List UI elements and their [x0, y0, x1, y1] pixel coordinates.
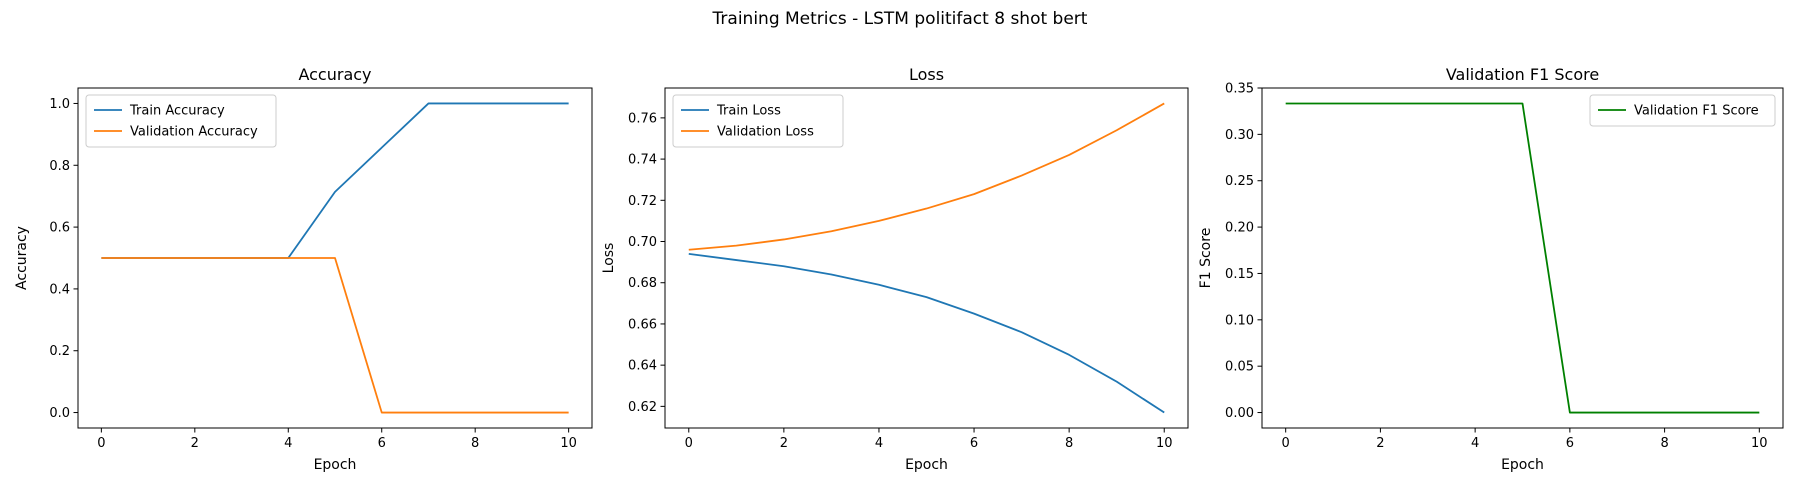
y-tick-label: 1.0 [49, 97, 70, 112]
x-tick-label: 10 [1751, 436, 1768, 451]
x-tick-label: 0 [685, 436, 693, 451]
y-axis-label: Loss [601, 243, 617, 274]
x-axis-label: Epoch [314, 457, 357, 473]
legend-label-2: Validation Accuracy [130, 125, 258, 140]
series-line-2 [688, 102, 1165, 251]
legend-label-1: Train Accuracy [129, 104, 225, 119]
y-tick-label: 0.25 [1225, 174, 1254, 189]
y-tick-label: 0.66 [628, 317, 657, 332]
x-tick-label: 2 [780, 436, 788, 451]
y-tick-label: 0.74 [628, 153, 657, 168]
y-tick-label: 0.8 [49, 159, 70, 174]
x-axis-label: Epoch [1501, 457, 1544, 473]
figure-suptitle: Training Metrics - LSTM politifact 8 sho… [712, 9, 1088, 29]
legend: Train Accuracy Validation Accuracy [85, 94, 277, 148]
y-tick-label: 0.20 [1225, 221, 1254, 236]
legend-frame [672, 94, 844, 148]
legend-frame [1589, 94, 1776, 127]
series-line-1 [1285, 102, 1760, 414]
y-tick-label: 0.2 [49, 344, 70, 359]
legend-label-1: Validation F1 Score [1634, 104, 1759, 119]
axes-title: Loss [909, 65, 944, 84]
legend: Validation F1 Score [1589, 94, 1776, 127]
x-tick-label: 6 [970, 436, 978, 451]
x-tick-label: 10 [1156, 436, 1173, 451]
axes-title: Validation F1 Score [1446, 65, 1599, 84]
x-tick-label: 2 [191, 436, 199, 451]
legend: Train Loss Validation Loss [672, 94, 844, 148]
y-tick-label: 0.4 [49, 282, 70, 297]
subplot-2: 0 2 4 6 8 10 0.62 0.64 0.66 0.68 0.70 0.72 0.74 0.76 L… [601, 65, 1189, 473]
y-tick-label: 0.00 [1225, 406, 1254, 421]
x-tick-label: 4 [1471, 436, 1479, 451]
series-line-2 [101, 257, 569, 414]
axes-frame [664, 87, 1189, 429]
axes-title: Accuracy [298, 65, 371, 84]
x-tick-label: 4 [284, 436, 292, 451]
subplot-3: 0 2 4 6 8 10 0.00 0.05 0.10 0.15 0.20 0.25 0.30 0.35 V… [1198, 65, 1784, 473]
y-tick-label: 0.6 [49, 221, 70, 236]
x-tick-label: 4 [875, 436, 883, 451]
y-tick-label: 0.05 [1225, 360, 1254, 375]
y-tick-label: 0.0 [49, 406, 70, 421]
y-tick-label: 0.64 [628, 359, 657, 374]
y-axis-label: Accuracy [14, 226, 30, 290]
y-tick-label: 0.15 [1225, 267, 1254, 282]
y-tick-label: 0.10 [1225, 313, 1254, 328]
plots-container: 0 2 4 6 8 10 0.0 0.2 0.4 0.6 0.8 1.0 Accuracy Epoch Ac… [14, 65, 1784, 473]
x-tick-label: 6 [1566, 436, 1574, 451]
legend-label-1: Train Loss [716, 104, 781, 119]
y-tick-label: 0.76 [628, 111, 657, 126]
y-tick-label: 0.35 [1225, 82, 1254, 97]
legend-frame [85, 94, 277, 148]
axes-frame [77, 87, 593, 429]
axes-frame [1261, 87, 1784, 429]
y-axis-label: F1 Score [1198, 228, 1214, 289]
x-tick-label: 8 [1065, 436, 1073, 451]
x-tick-label: 8 [1660, 436, 1668, 451]
x-tick-label: 2 [1376, 436, 1384, 451]
legend-label-2: Validation Loss [717, 125, 814, 140]
x-tick-label: 0 [1282, 436, 1290, 451]
y-tick-label: 0.70 [628, 235, 657, 250]
y-tick-label: 0.72 [628, 194, 657, 209]
y-tick-label: 0.30 [1225, 128, 1254, 143]
x-tick-label: 8 [471, 436, 479, 451]
x-axis-label: Epoch [905, 457, 948, 473]
x-tick-label: 10 [560, 436, 577, 451]
y-tick-label: 0.62 [628, 400, 657, 415]
subplot-1: 0 2 4 6 8 10 0.0 0.2 0.4 0.6 0.8 1.0 Accuracy Epoch Ac… [14, 65, 593, 473]
x-tick-label: 0 [97, 436, 105, 451]
x-tick-label: 6 [378, 436, 386, 451]
y-tick-label: 0.68 [628, 276, 657, 291]
series-line-1 [688, 252, 1165, 414]
